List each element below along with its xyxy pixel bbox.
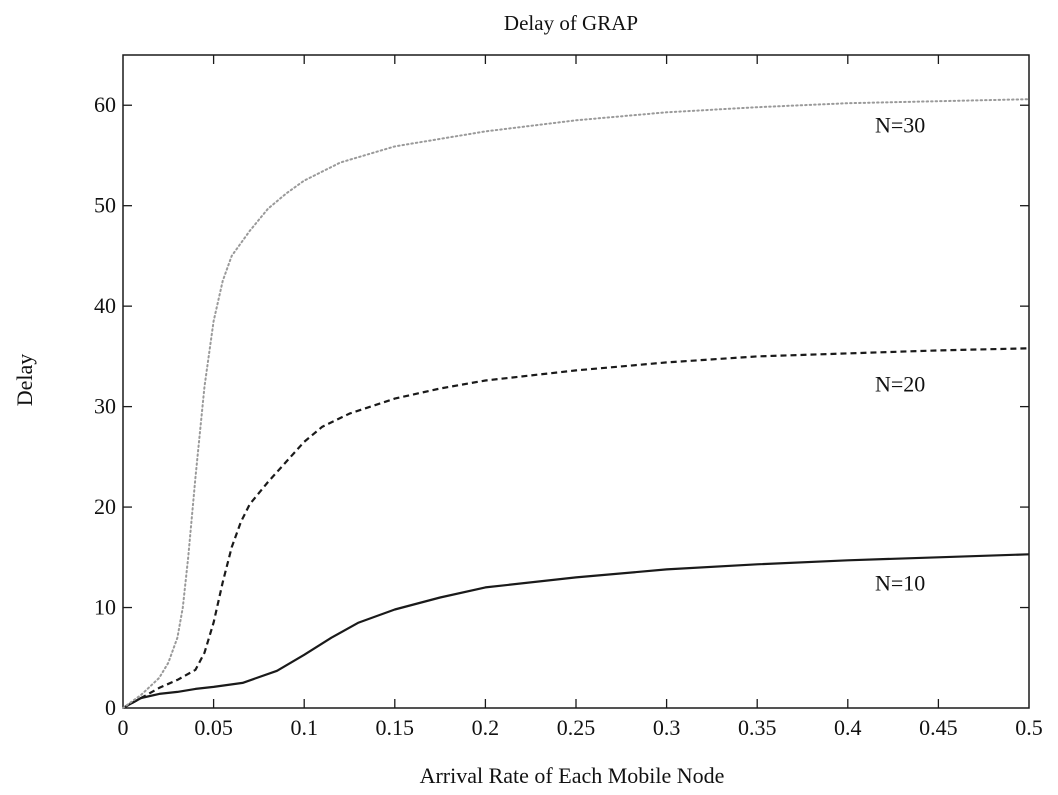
y-tick-label: 20 [94, 494, 116, 519]
series-line-n-30 [122, 98, 1030, 709]
series-line-n-10 [122, 553, 1030, 709]
x-tick-label: 0.3 [653, 715, 681, 740]
series-label-n-10: N=10 [875, 570, 925, 595]
x-axis-ticks: 0 0.05 0.1 0.15 0.2 0.25 0.3 0.35 0.4 0.45 0.5 [118, 55, 1043, 740]
y-tick-label: 10 [94, 595, 116, 620]
x-tick-label: 0.45 [919, 715, 958, 740]
y-tick-label: 50 [94, 193, 116, 218]
y-tick-label: 40 [94, 293, 116, 318]
y-tick-label: 0 [105, 695, 116, 720]
x-tick-label: 0.1 [290, 715, 318, 740]
series-annotations: N=10 N=20 N=30 [875, 112, 925, 595]
y-axis-ticks: 0 10 20 30 40 50 60 [94, 92, 1029, 720]
chart-title: Delay of GRAP [504, 11, 638, 35]
series-layer [122, 98, 1030, 709]
series-line-n-20 [122, 347, 1030, 709]
x-tick-label: 0.15 [376, 715, 415, 740]
x-tick-label: 0.25 [557, 715, 596, 740]
y-axis-label: Delay [12, 354, 37, 407]
x-tick-label: 0.4 [834, 715, 862, 740]
y-tick-label: 60 [94, 92, 116, 117]
x-tick-label: 0.35 [738, 715, 777, 740]
x-tick-label: 0.05 [194, 715, 233, 740]
series-label-n-20: N=20 [875, 372, 925, 397]
y-tick-label: 30 [94, 394, 116, 419]
series-label-n-30: N=30 [875, 112, 925, 137]
x-tick-label: 0.2 [472, 715, 500, 740]
x-axis-label: Arrival Rate of Each Mobile Node [420, 763, 725, 788]
x-tick-label: 0 [118, 715, 129, 740]
x-tick-label: 0.5 [1015, 715, 1043, 740]
